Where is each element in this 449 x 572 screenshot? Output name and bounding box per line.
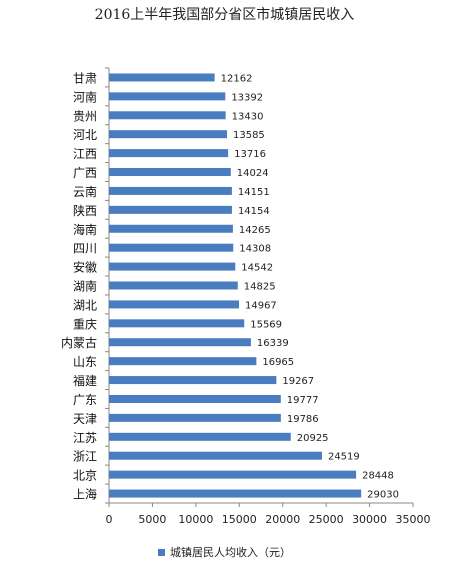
- bar: [109, 73, 215, 82]
- bar: [109, 394, 281, 403]
- category-label: 云南: [73, 184, 97, 199]
- data-label: 13716: [234, 149, 266, 160]
- x-tick-label: 15000: [222, 513, 257, 526]
- bar: [109, 111, 226, 120]
- category-label: 山东: [73, 355, 97, 369]
- data-label: 14825: [244, 282, 276, 293]
- x-tick-label: 10000: [178, 513, 213, 526]
- bar: [109, 489, 362, 498]
- category-label: 贵州: [73, 109, 97, 123]
- x-tick-label: 35000: [396, 513, 431, 526]
- bar: [109, 243, 234, 252]
- bar: [109, 186, 232, 195]
- legend: 城镇居民人均收入（元）: [0, 544, 449, 560]
- data-label: 14024: [237, 168, 269, 179]
- data-label: 14265: [239, 225, 271, 236]
- data-label: 14967: [245, 300, 277, 311]
- category-label: 上海: [73, 487, 97, 502]
- bar: [109, 357, 257, 366]
- category-label: 天津: [73, 412, 97, 426]
- bar: [109, 130, 227, 139]
- data-label: 14151: [238, 187, 270, 198]
- x-tick-labels: 0 5000 10000 15000 20000 25000 30000 35000: [106, 513, 431, 526]
- category-label: 江西: [73, 147, 97, 161]
- data-label: 28448: [362, 471, 394, 482]
- bar: [109, 281, 238, 290]
- category-label: 广西: [73, 166, 97, 180]
- data-label: 19786: [287, 414, 319, 425]
- bar: [109, 338, 251, 347]
- category-label: 江苏: [73, 431, 97, 445]
- bar: [109, 92, 226, 101]
- data-label: 19267: [282, 376, 314, 387]
- bar: [109, 319, 245, 328]
- data-label: 12162: [221, 73, 253, 84]
- data-label: 29030: [367, 490, 399, 501]
- category-label: 湖北: [73, 297, 97, 312]
- data-label: 16965: [262, 357, 294, 368]
- category-labels: 甘肃河南贵州河北江西广西云南陕西海南四川安徽湖南湖北重庆内蒙古山东福建广东天津江…: [61, 71, 97, 501]
- bar: [109, 168, 231, 177]
- x-tick-label: 20000: [265, 513, 300, 526]
- category-label: 四川: [73, 242, 97, 256]
- category-label: 福建: [73, 373, 97, 388]
- category-label: 广东: [73, 393, 97, 407]
- x-tick-label: 30000: [352, 513, 387, 526]
- data-label: 13392: [231, 92, 263, 103]
- category-label: 内蒙古: [61, 335, 97, 350]
- chart-title: 2016上半年我国部分省区市城镇居民收入: [94, 7, 355, 23]
- bar: [109, 224, 233, 233]
- data-label: 14308: [239, 244, 271, 255]
- bar: [109, 149, 229, 158]
- data-label: 13430: [232, 111, 264, 122]
- x-tick-label: 0: [106, 513, 113, 526]
- category-label: 陕西: [73, 203, 97, 218]
- category-label: 甘肃: [73, 71, 97, 85]
- data-label: 20925: [297, 433, 329, 444]
- category-label: 海南: [73, 222, 97, 237]
- x-tick-label: 5000: [138, 513, 166, 526]
- bar: [109, 413, 281, 422]
- x-tick-label: 25000: [309, 513, 344, 526]
- data-label: 13585: [233, 130, 265, 141]
- bar: [109, 205, 232, 214]
- legend-swatch: [158, 548, 165, 556]
- category-label: 河南: [73, 89, 97, 104]
- category-label: 湖南: [73, 279, 97, 294]
- bar: [109, 470, 357, 479]
- category-label: 浙江: [73, 450, 97, 464]
- bar: [109, 451, 322, 460]
- bar: [109, 432, 291, 441]
- bar: [109, 262, 236, 271]
- data-label: 24519: [328, 452, 360, 463]
- data-label: 14154: [238, 206, 270, 217]
- bars: [109, 73, 362, 498]
- category-label: 河北: [73, 128, 97, 142]
- data-label: 15569: [250, 319, 282, 330]
- value-labels: 12162 13392 13430 13585 13716 14024 14151 14154…: [221, 73, 399, 500]
- category-label: 安徽: [73, 260, 97, 275]
- bar: [109, 300, 239, 309]
- bar: [109, 376, 277, 385]
- category-label: 重庆: [73, 317, 97, 331]
- data-label: 19777: [287, 395, 319, 406]
- data-label: 16339: [257, 338, 289, 349]
- category-label: 北京: [73, 469, 97, 483]
- data-label: 14542: [241, 263, 273, 274]
- legend-label: 城镇居民人均收入（元）: [170, 546, 291, 559]
